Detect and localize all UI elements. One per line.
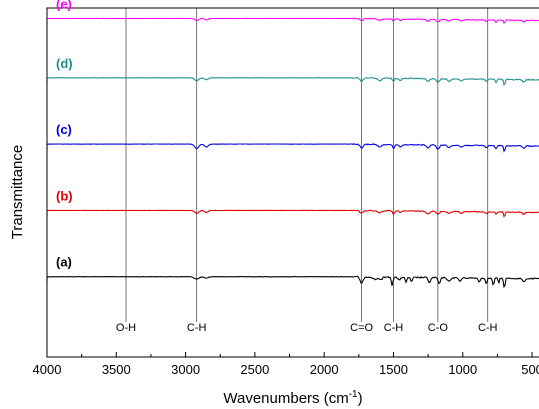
x-tick-label: 1500 — [379, 362, 408, 377]
series-label: (b) — [56, 188, 73, 203]
x-tick-label: 1000 — [448, 362, 477, 377]
y-axis-title: Transmittance — [9, 145, 26, 239]
x-tick-label: 2000 — [310, 362, 339, 377]
series-line — [46, 275, 539, 289]
series-line — [46, 143, 539, 153]
series-label: (a) — [56, 255, 72, 270]
x-axis-title-main: Wavenumbers (cm — [223, 390, 348, 407]
x-axis-title-sup: -1 — [349, 389, 358, 400]
plot-frame — [46, 7, 539, 358]
x-tick-label: 3000 — [171, 362, 200, 377]
series-label: (c) — [56, 122, 72, 137]
series-layer — [46, 17, 539, 289]
series-line — [46, 209, 539, 218]
series-label: (e) — [56, 0, 72, 11]
series-labels: (a) (b) (c) (d) (e) — [56, 0, 73, 270]
reference-line-label: C-O — [428, 322, 449, 334]
reference-line-label: C-H — [187, 322, 207, 334]
reference-line-label: C-H — [478, 322, 498, 334]
axes — [46, 7, 539, 358]
reference-lines: O-H C-H C=O C-H C-O C-H — [116, 8, 498, 334]
x-tick-label: 3500 — [102, 362, 131, 377]
reference-line-label: O-H — [116, 322, 136, 334]
series-line — [46, 17, 539, 25]
series-line — [46, 76, 539, 87]
series-label: (d) — [56, 56, 73, 71]
x-tick-label: 4000 — [33, 362, 62, 377]
x-axis-ticks: 4000 3500 3000 2500 2000 1500 1000 500 — [33, 352, 539, 377]
x-tick-label: 2500 — [240, 362, 269, 377]
reference-line-label: C=O — [350, 322, 373, 334]
reference-line-label: C-H — [384, 322, 404, 334]
x-tick-label: 500 — [521, 362, 539, 377]
x-axis-title-close: ) — [358, 390, 363, 407]
x-axis-title: Wavenumbers (cm-1) — [223, 389, 362, 407]
